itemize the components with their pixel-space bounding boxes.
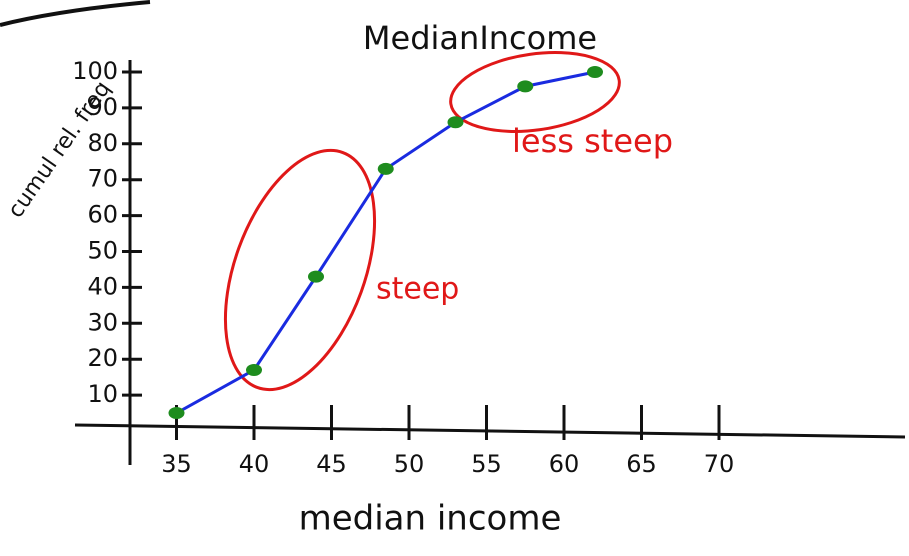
y-tick-label: 100 <box>72 57 118 85</box>
y-tick-label: 40 <box>87 272 118 300</box>
page: {"chart_data": {"type": "line", "title":… <box>0 0 909 556</box>
y-tick-label: 50 <box>87 237 118 265</box>
x-axis <box>75 425 905 437</box>
annotation: less steep <box>512 122 673 160</box>
y-tick-label: 30 <box>87 308 118 336</box>
x-axis-label: median income <box>299 499 562 539</box>
annotation: steep <box>376 272 459 307</box>
y-tick-label: 90 <box>87 93 118 121</box>
x-tick-label: 40 <box>239 450 270 478</box>
point <box>378 163 394 175</box>
y-tick-label: 70 <box>87 165 118 193</box>
x-tick-label: 70 <box>704 450 735 478</box>
point <box>246 364 262 376</box>
highlight <box>196 130 404 409</box>
x-tick-label: 45 <box>316 450 347 478</box>
point <box>308 271 324 283</box>
chart: MedianIncome median income cumul rel. fr… <box>0 0 909 556</box>
y-tick-label: 10 <box>87 380 118 408</box>
y-tick-label: 60 <box>87 201 118 229</box>
y-tick-label: 20 <box>87 344 118 372</box>
stroke <box>0 2 150 25</box>
point <box>448 116 464 128</box>
point <box>169 407 185 419</box>
x-tick-label: 50 <box>394 450 425 478</box>
x-tick-label: 55 <box>471 450 502 478</box>
x-tick-label: 60 <box>549 450 580 478</box>
point <box>517 80 533 92</box>
point <box>587 66 603 78</box>
x-tick-label: 35 <box>161 450 192 478</box>
y-tick-label: 80 <box>87 129 118 157</box>
x-tick-label: 65 <box>626 450 657 478</box>
